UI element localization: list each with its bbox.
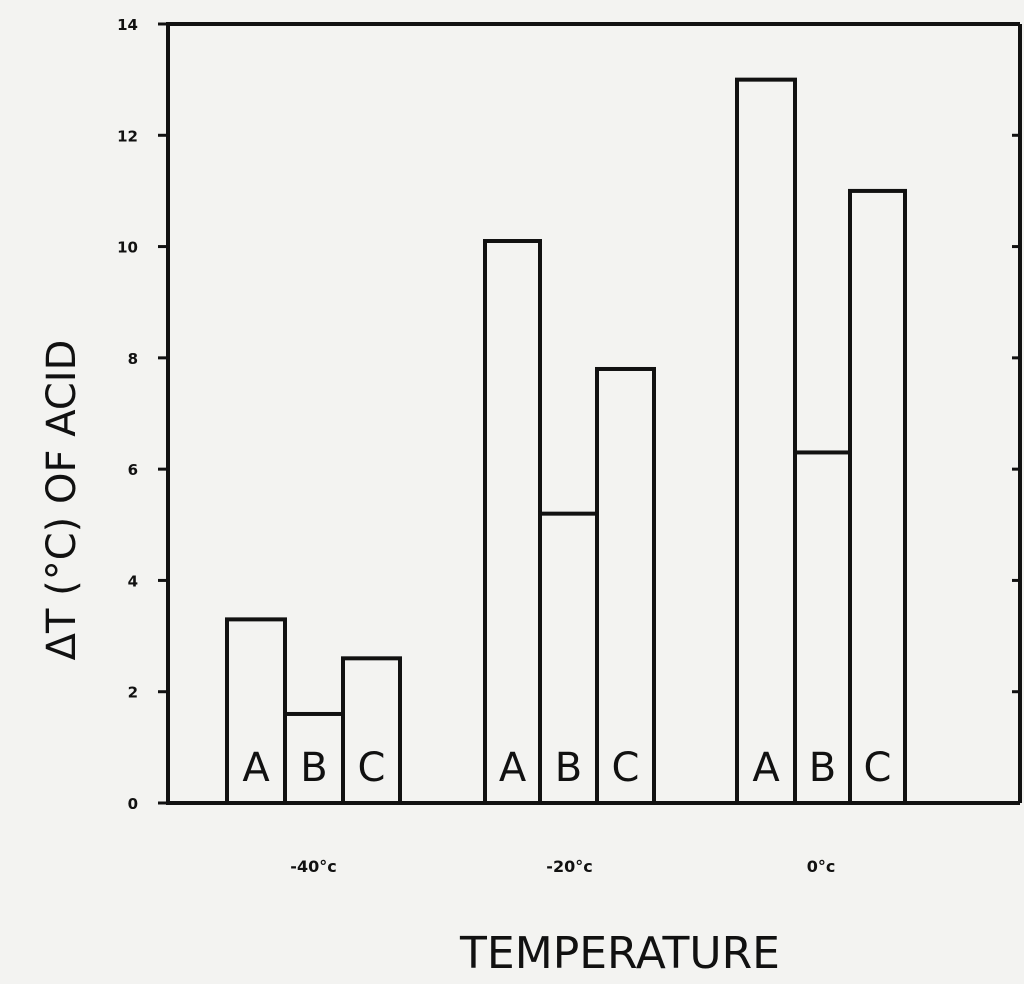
y-tick-label: 10 [117,239,138,257]
bar-letter-A: A [242,745,270,791]
bar-letter-C: C [358,745,386,791]
bar-letter-A: A [499,745,527,791]
y-tick-label: 6 [128,461,138,479]
x-axis-label: TEMPERATURE [459,928,780,979]
bar-C-2 [595,366,656,805]
bar-letter-B: B [300,745,327,791]
x-category-labels: -40°c -20°c 0°c [290,857,835,876]
bars [225,77,907,806]
x-category-label: 0°c [807,857,836,876]
bar-A-3 [735,77,797,805]
bar-C-3 [848,188,907,805]
y-tick-label: 14 [117,16,138,34]
y-tick-label: 0 [128,795,138,813]
y-ticks: 0 2 4 6 8 10 12 14 [117,16,1020,813]
bar-letter-C: C [612,745,640,791]
bar-letter-B: B [809,745,836,791]
x-category-label: -20°c [546,857,592,876]
x-category-label: -40°c [290,857,336,876]
y-tick-label: 4 [128,572,138,590]
axes [166,22,1022,805]
bar-letter-A: A [752,745,780,791]
y-tick-label: 2 [128,684,138,702]
y-tick-label: 8 [128,350,138,368]
bar-C-1 [341,656,402,805]
bar-A-1 [225,617,287,806]
y-tick-label: 12 [117,127,138,145]
bar-A-2 [483,239,542,805]
bar-letter-B: B [555,745,582,791]
y-axis-label: ΔT (°C) OF ACID [39,340,85,661]
bar-letter-C: C [864,745,892,791]
